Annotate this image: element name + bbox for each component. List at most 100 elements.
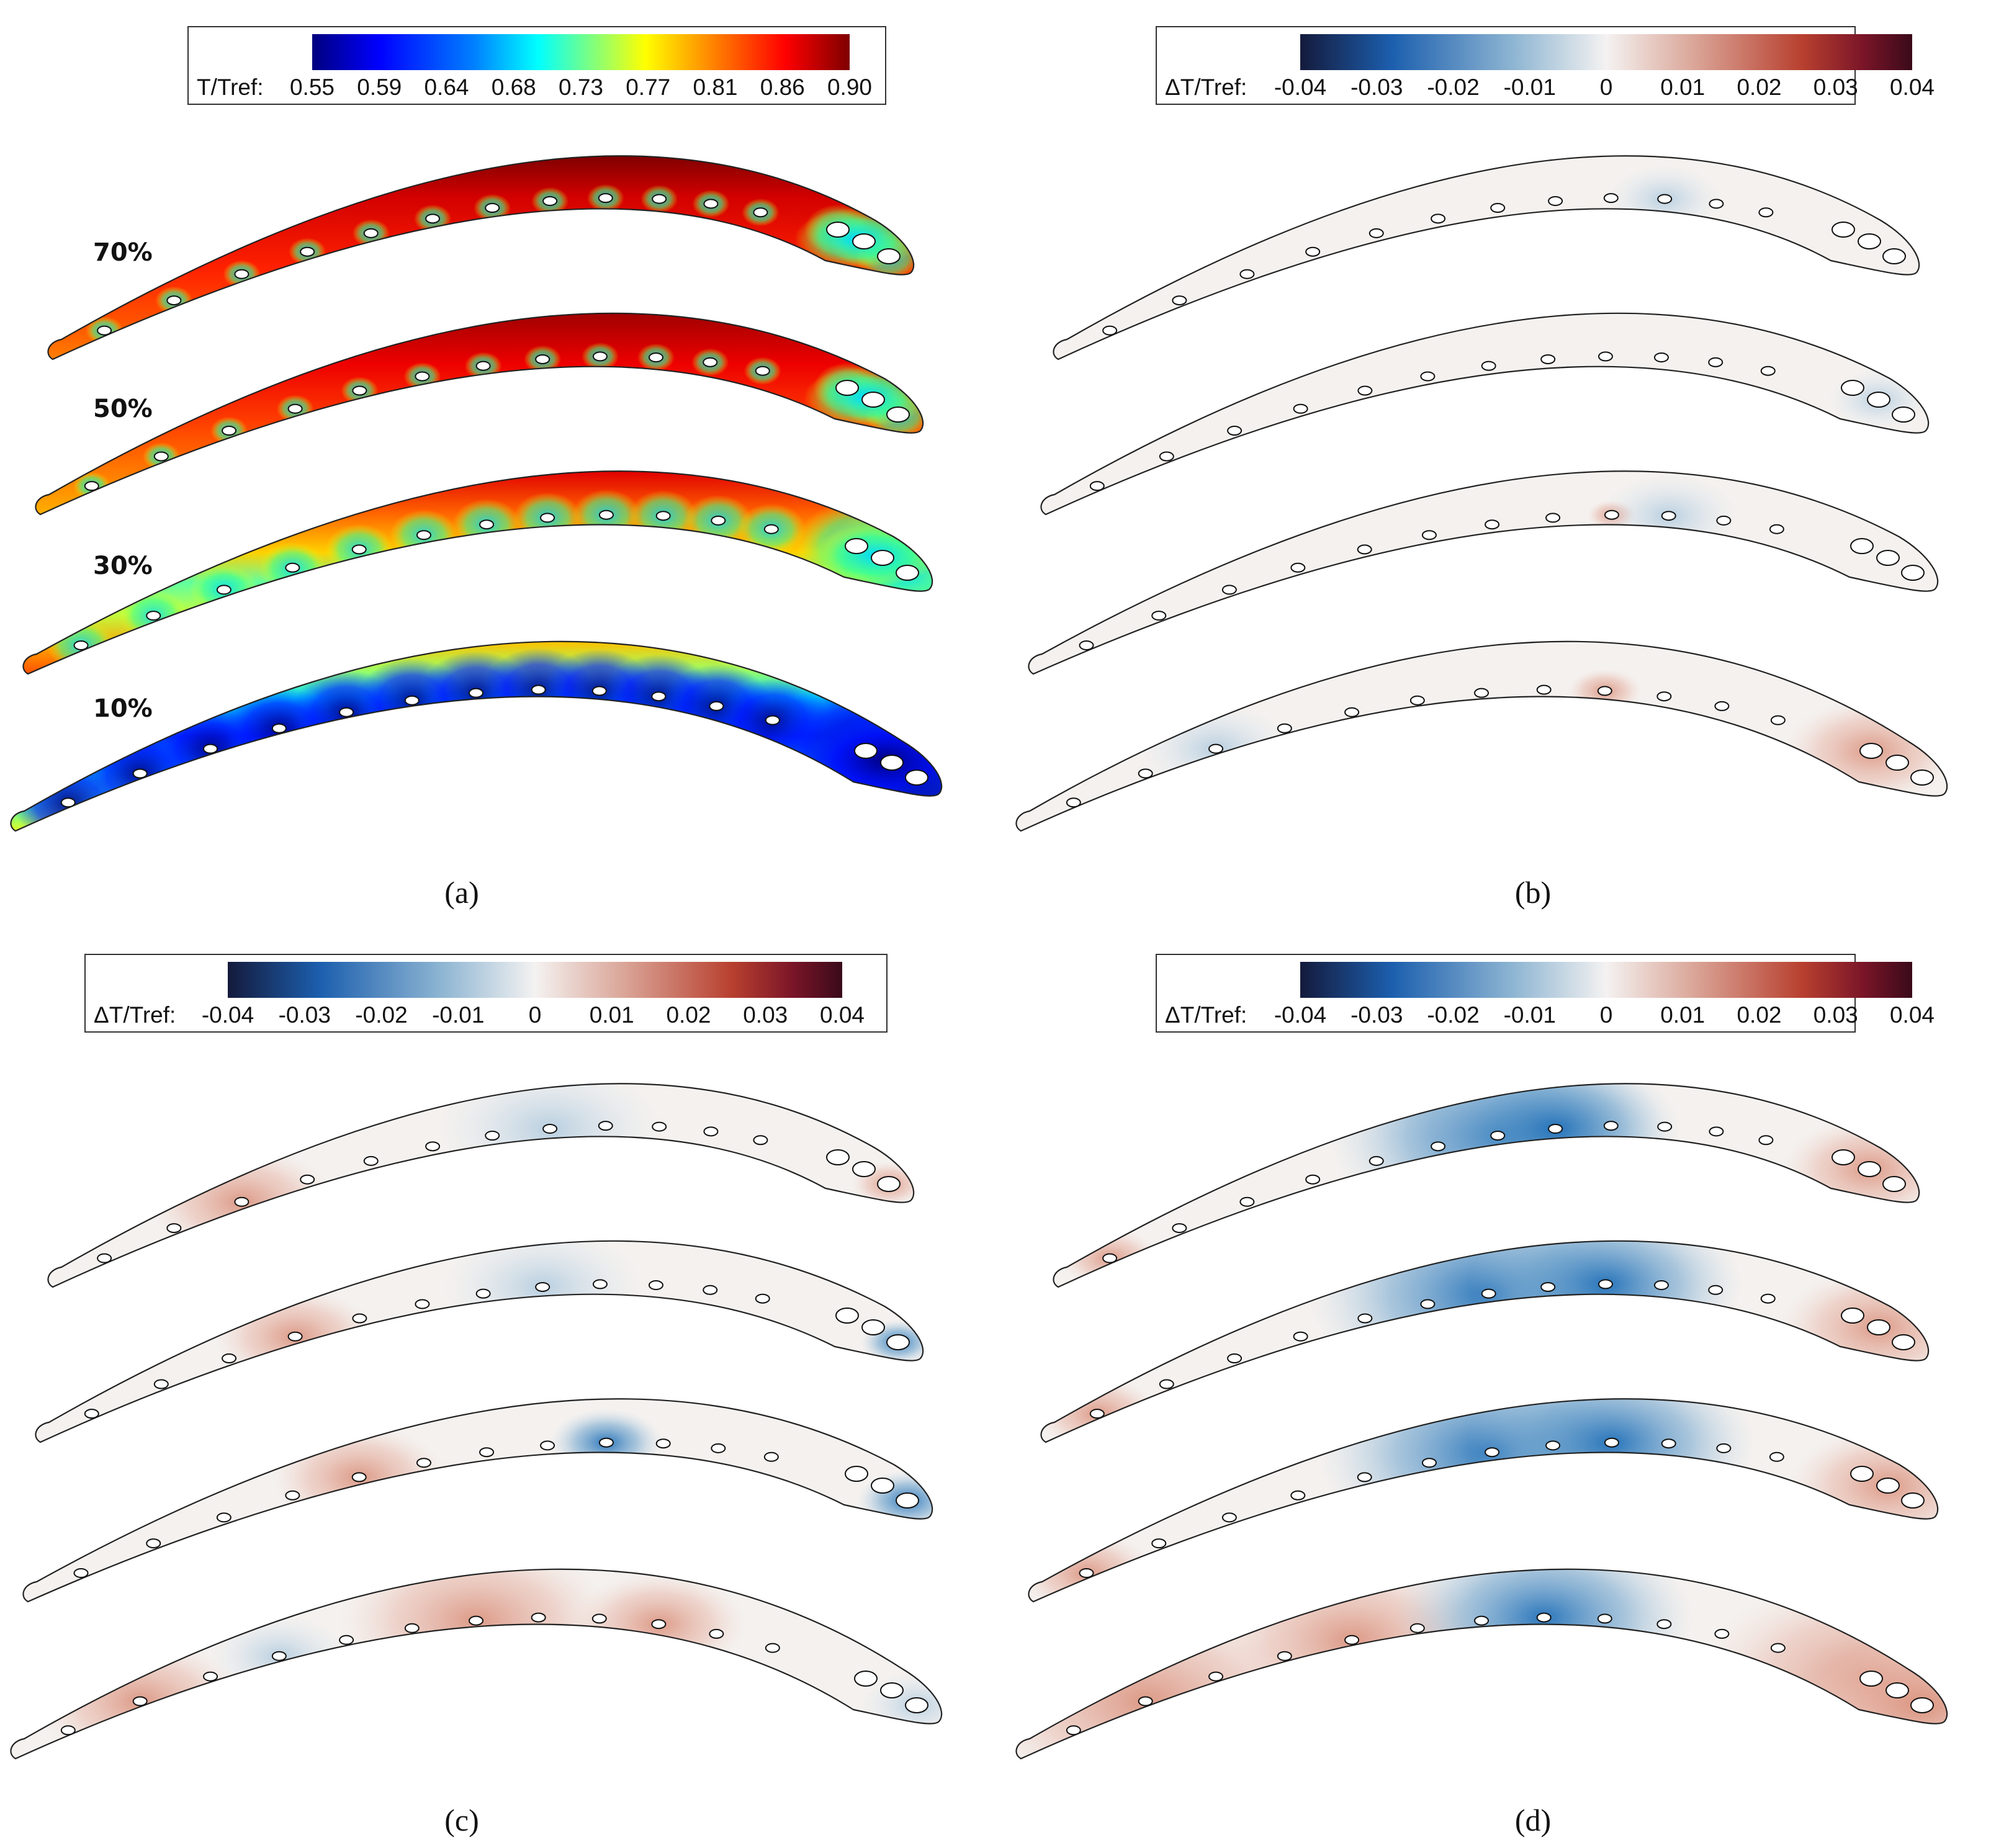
cooling-hole	[1536, 1612, 1552, 1623]
airfoil-section	[1053, 155, 1920, 361]
cooling-hole	[1474, 688, 1490, 698]
section-label: 10%	[93, 694, 153, 723]
colorbar-tick-label: 0.04	[1890, 1002, 1935, 1028]
cooling-hole	[652, 194, 667, 204]
cooling-hole	[352, 385, 367, 396]
cooling-hole	[1882, 1176, 1906, 1192]
cooling-hole	[1770, 1643, 1786, 1653]
cooling-hole	[363, 228, 379, 238]
cooling-hole	[1603, 1121, 1619, 1131]
cooling-hole	[871, 1478, 894, 1494]
cooling-hole	[1708, 1285, 1724, 1295]
cooling-hole	[1656, 1619, 1672, 1630]
cooling-hole	[351, 544, 367, 555]
cooling-hole	[1102, 325, 1118, 336]
airfoil-outline	[1015, 1568, 1948, 1760]
cooling-hole	[1910, 769, 1934, 786]
cooling-hole	[1151, 611, 1167, 621]
cooling-hole	[469, 688, 484, 698]
cooling-hole	[1885, 755, 1909, 771]
section-label: 30%	[93, 552, 153, 580]
cooling-hole	[363, 1155, 379, 1166]
cooling-hole	[652, 1121, 667, 1132]
cooling-hole	[1910, 1697, 1934, 1713]
cooling-hole	[485, 1131, 500, 1141]
cooling-hole	[1536, 684, 1552, 695]
colorbar-tick-label: 0.03	[1813, 74, 1858, 100]
cooling-hole	[415, 371, 430, 382]
airfoil-outline	[1053, 1083, 1920, 1288]
panel-d: ΔT/Tref: -0.04 -0.03 -0.02 -0.01 0 0.01 0.02 0.0…	[1015, 954, 1948, 1837]
cooling-hole	[1708, 357, 1724, 367]
cooling-hole	[753, 1135, 768, 1146]
colorbar-tick-label: 0.01	[590, 1002, 634, 1028]
cooling-hole	[755, 1293, 770, 1304]
colorbar-tick-label: -0.02	[1427, 1002, 1479, 1028]
cooling-hole	[203, 743, 218, 754]
cooling-hole	[1151, 1538, 1167, 1549]
colorbar-tick-label: -0.02	[355, 1002, 407, 1028]
cooling-hole	[1409, 695, 1425, 706]
airfoil-section: 10%	[10, 640, 943, 832]
cooling-hole	[598, 1437, 614, 1448]
cooling-hole	[648, 352, 663, 363]
colorbar-tick-label: -0.01	[432, 1002, 484, 1028]
cooling-hole	[1882, 248, 1906, 264]
cooling-hole	[854, 1671, 878, 1687]
cooling-hole	[146, 611, 161, 621]
cooling-hole	[84, 1409, 99, 1419]
cooling-hole	[351, 1472, 367, 1482]
cooling-hole	[1221, 1512, 1237, 1523]
cooling-hole	[216, 585, 231, 595]
cooling-hole	[1420, 371, 1436, 382]
airfoil-outline	[1040, 312, 1930, 516]
cooling-hole	[416, 530, 431, 540]
cooling-hole	[300, 246, 315, 257]
colorbar-label: ΔT/Tref:	[1165, 74, 1247, 100]
cooling-hole	[1876, 1478, 1900, 1494]
cooling-hole	[1239, 1196, 1255, 1207]
cooling-hole	[97, 1253, 112, 1263]
cooling-hole	[535, 1281, 551, 1292]
colorbar-gradient	[312, 34, 850, 70]
cooling-hole	[1716, 1443, 1732, 1453]
cooling-hole	[1841, 380, 1864, 396]
colorbar-label: T/Tref:	[197, 74, 264, 100]
cooling-hole	[535, 354, 551, 364]
panel-caption: (d)	[1515, 1803, 1551, 1837]
cooling-hole	[905, 1697, 928, 1713]
cooling-hole	[1369, 1155, 1384, 1166]
cooling-hole	[540, 1440, 555, 1451]
colorbar-tick-label: -0.02	[1427, 74, 1479, 100]
cooling-hole	[1089, 1409, 1105, 1419]
cooling-hole	[73, 640, 89, 651]
cooling-hole	[1716, 515, 1732, 526]
cooling-hole	[703, 357, 718, 367]
cooling-hole	[1474, 1615, 1490, 1626]
cooling-hole	[485, 203, 500, 213]
cooling-hole	[711, 515, 726, 526]
colorbar-tick-label: 0.73	[559, 74, 603, 100]
cooling-hole	[703, 1285, 718, 1295]
cooling-hole	[425, 213, 441, 224]
airfoil-outline	[1028, 1398, 1939, 1603]
colorbar-tick-label: 0.77	[626, 74, 670, 100]
colorbar-tick-label: 0.90	[827, 74, 872, 100]
cooling-hole	[222, 1353, 237, 1364]
cooling-hole	[1901, 565, 1925, 581]
cooling-hole	[1277, 1651, 1292, 1661]
colorbar-tick-label: 0.55	[290, 74, 335, 100]
cooling-hole	[905, 769, 928, 786]
cooling-hole	[1293, 403, 1308, 414]
cooling-hole	[826, 1149, 850, 1165]
cooling-hole	[1357, 1472, 1372, 1482]
colorbar-tick-label: 0.02	[666, 1002, 711, 1028]
cooling-hole	[542, 195, 558, 206]
colorbar-label: ΔT/Tref:	[1165, 1002, 1247, 1028]
airfoil-section	[35, 1240, 924, 1443]
cooling-hole	[404, 695, 420, 706]
cooling-hole	[861, 1319, 885, 1335]
cooling-hole	[1208, 743, 1224, 754]
cooling-hole	[592, 1279, 608, 1290]
